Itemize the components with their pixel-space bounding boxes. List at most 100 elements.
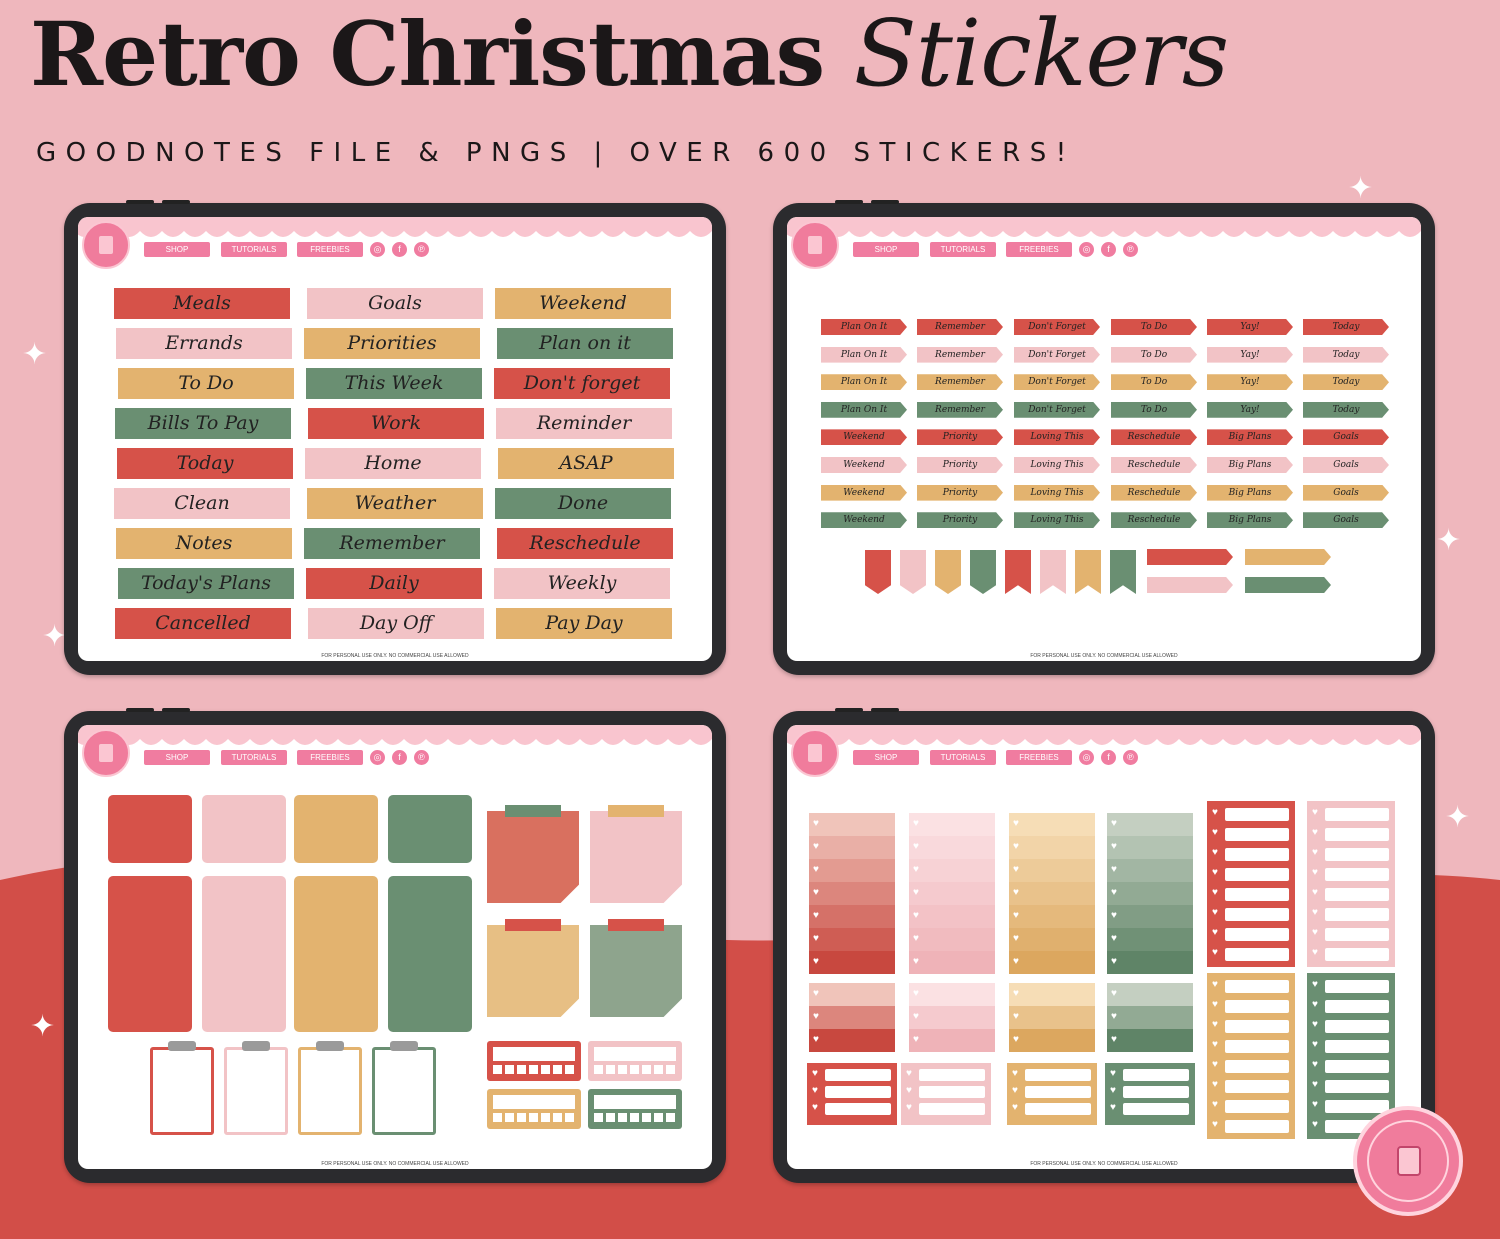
ombre-heart-cell: ♥ bbox=[1009, 905, 1095, 928]
heart-icon: ♥ bbox=[1111, 988, 1117, 999]
heart-checklist-box: ♥ ♥ ♥ bbox=[807, 1063, 897, 1125]
tracker-box-header bbox=[493, 1047, 575, 1061]
heart-icon: ♥ bbox=[1312, 887, 1318, 898]
tracker-box-cell bbox=[618, 1113, 627, 1122]
clipboard-clip bbox=[316, 1041, 344, 1051]
heart-icon: ♥ bbox=[1312, 1119, 1318, 1130]
checklist-line bbox=[1123, 1086, 1189, 1098]
tracker-box-cell bbox=[505, 1113, 514, 1122]
facebook-icon[interactable]: f bbox=[392, 242, 407, 257]
brand-logo bbox=[82, 729, 130, 777]
nav-shop-button[interactable]: SHOP bbox=[144, 750, 210, 765]
instagram-icon[interactable]: ◎ bbox=[1079, 242, 1094, 257]
nav-freebies-button[interactable]: FREEBIES bbox=[1006, 750, 1072, 765]
nav-tutorials-button[interactable]: TUTORIALS bbox=[221, 242, 287, 257]
heart-icon: ♥ bbox=[913, 864, 919, 875]
ombre-heart-cell: ♥ bbox=[1009, 928, 1095, 951]
checklist-line bbox=[1325, 1000, 1389, 1013]
checklist-line bbox=[1225, 1000, 1289, 1013]
heart-icon: ♥ bbox=[913, 841, 919, 852]
heart-icon: ♥ bbox=[813, 864, 819, 875]
tracker-box-cell bbox=[493, 1065, 502, 1074]
facebook-icon[interactable]: f bbox=[392, 750, 407, 765]
flag-label-sticker: Yay! bbox=[1207, 319, 1293, 335]
tracker-box-cell bbox=[594, 1113, 603, 1122]
tracker-box-cell bbox=[493, 1113, 502, 1122]
tracker-box-cell bbox=[553, 1065, 562, 1074]
heart-icon: ♥ bbox=[812, 1102, 818, 1113]
checklist-line bbox=[1225, 928, 1289, 941]
checklist-line bbox=[825, 1103, 891, 1115]
nav-freebies-button[interactable]: FREEBIES bbox=[297, 242, 363, 257]
heart-icon: ♥ bbox=[1312, 999, 1318, 1010]
heart-icon: ♥ bbox=[1013, 933, 1019, 944]
nav-freebies-button[interactable]: FREEBIES bbox=[1006, 242, 1072, 257]
tracker-box-cell bbox=[565, 1065, 574, 1074]
tracker-box-cell bbox=[529, 1113, 538, 1122]
flag-label-sticker: Reschedule bbox=[1111, 512, 1197, 529]
checklist-line bbox=[1225, 980, 1289, 993]
nav-freebies-button[interactable]: FREEBIES bbox=[297, 750, 363, 765]
heart-checklist-box: ♥ ♥ ♥ bbox=[901, 1063, 991, 1125]
checklist-line bbox=[1225, 808, 1289, 821]
heart-icon: ♥ bbox=[1212, 1099, 1218, 1110]
sticky-note-sticker bbox=[590, 811, 682, 903]
flag-label-sticker: To Do bbox=[1111, 374, 1197, 391]
tracker-box-sticker bbox=[487, 1041, 581, 1081]
arrow-banner-sticker bbox=[1147, 577, 1233, 593]
checklist-line bbox=[1325, 848, 1389, 861]
nav-tutorials-button[interactable]: TUTORIALS bbox=[221, 750, 287, 765]
pinterest-icon[interactable]: ℗ bbox=[414, 750, 429, 765]
sparkle-icon: ✦ bbox=[30, 1010, 56, 1043]
instagram-icon[interactable]: ◎ bbox=[370, 750, 385, 765]
instagram-icon[interactable]: ◎ bbox=[1079, 750, 1094, 765]
nav-shop-button[interactable]: SHOP bbox=[144, 242, 210, 257]
nav-shop-button[interactable]: SHOP bbox=[853, 242, 919, 257]
ombre-heart-cell: ♥ bbox=[1107, 813, 1193, 836]
flag-label-sticker: Plan On It bbox=[821, 401, 907, 418]
word-label-sticker: Remember bbox=[304, 528, 480, 559]
checklist-line bbox=[1225, 828, 1289, 841]
checklist-line bbox=[1325, 1020, 1389, 1033]
title-script: Stickers bbox=[853, 0, 1229, 107]
flag-label-sticker: Remember bbox=[917, 401, 1003, 418]
heart-icon: ♥ bbox=[1111, 933, 1117, 944]
heart-icon: ♥ bbox=[813, 910, 819, 921]
heart-icon: ♥ bbox=[1212, 927, 1218, 938]
nav-tutorials-button[interactable]: TUTORIALS bbox=[930, 750, 996, 765]
heart-icon: ♥ bbox=[812, 1085, 818, 1096]
ombre-heart-cell: ♥ bbox=[1009, 1006, 1095, 1029]
planner-book-icon bbox=[99, 744, 113, 762]
heart-icon: ♥ bbox=[1111, 956, 1117, 967]
flag-label-sticker: Goals bbox=[1303, 484, 1389, 501]
lined-notes-tall-sticker bbox=[202, 876, 286, 1032]
heart-icon: ♥ bbox=[1312, 847, 1318, 858]
heart-icon: ♥ bbox=[1212, 999, 1218, 1010]
heart-icon: ♥ bbox=[1212, 1059, 1218, 1070]
banner-flag-sticker bbox=[865, 550, 891, 594]
pinterest-icon[interactable]: ℗ bbox=[1123, 242, 1138, 257]
heart-icon: ♥ bbox=[1212, 947, 1218, 958]
heart-icon: ♥ bbox=[913, 818, 919, 829]
heart-icon: ♥ bbox=[1312, 1079, 1318, 1090]
heart-icon: ♥ bbox=[1312, 979, 1318, 990]
flag-label-sticker: Big Plans bbox=[1207, 484, 1293, 501]
facebook-icon[interactable]: f bbox=[1101, 750, 1116, 765]
pinterest-icon[interactable]: ℗ bbox=[414, 242, 429, 257]
nav-shop-button[interactable]: SHOP bbox=[853, 750, 919, 765]
ombre-heart-cell: ♥ bbox=[909, 836, 995, 859]
heart-icon: ♥ bbox=[1212, 907, 1218, 918]
tracker-box-cell bbox=[529, 1065, 538, 1074]
heart-icon: ♥ bbox=[1312, 1039, 1318, 1050]
sticky-note-tape bbox=[608, 919, 664, 931]
tracker-box-cell bbox=[654, 1065, 663, 1074]
tablet-sheet-flags: SHOP TUTORIALS FREEBIES ◎ f ℗ FOR PERSONAL USE… bbox=[773, 200, 1435, 675]
flag-label-sticker: Yay! bbox=[1207, 401, 1293, 418]
pinterest-icon[interactable]: ℗ bbox=[1123, 750, 1138, 765]
clipboard-clip bbox=[242, 1041, 270, 1051]
facebook-icon[interactable]: f bbox=[1101, 242, 1116, 257]
flag-label-sticker: Don't Forget bbox=[1014, 319, 1100, 335]
instagram-icon[interactable]: ◎ bbox=[370, 242, 385, 257]
nav-tutorials-button[interactable]: TUTORIALS bbox=[930, 242, 996, 257]
heart-icon: ♥ bbox=[1111, 1011, 1117, 1022]
